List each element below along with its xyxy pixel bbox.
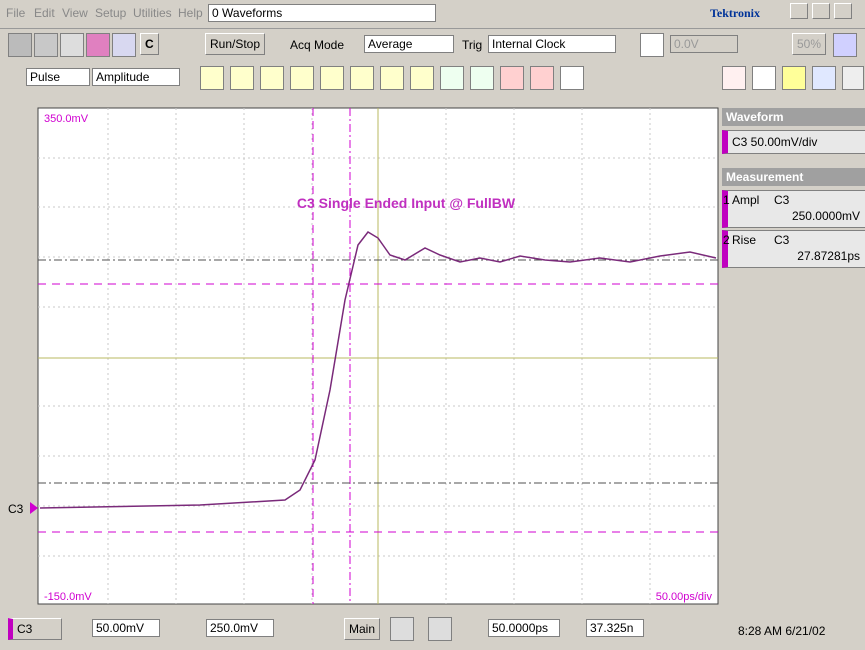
offset-field[interactable]: 250.0mV [206, 619, 274, 637]
menu-item[interactable]: Help [178, 6, 203, 20]
meas-source: C3 [774, 193, 790, 207]
acq-mode-select[interactable]: Average [364, 35, 454, 53]
waveform-title: C3 Single Ended Input @ FullBW [297, 195, 516, 211]
menu-item[interactable]: File [6, 6, 26, 20]
meas-value: 250.0000mV [791, 209, 860, 223]
zoom-icon[interactable] [428, 617, 452, 641]
measure-icon[interactable] [260, 66, 284, 90]
measure-icon[interactable] [440, 66, 464, 90]
measure-icon[interactable] [350, 66, 374, 90]
measure-icon[interactable] [500, 66, 524, 90]
channel-arrow [30, 502, 38, 514]
meas-value: 27.87281ps [797, 249, 860, 263]
main-button[interactable]: Main [344, 618, 381, 640]
measure-toolbar: Pulse Amplitude [0, 62, 865, 94]
measure-icon[interactable] [470, 66, 494, 90]
timebase-label: 50.00ps/div [656, 591, 713, 603]
channel-icon[interactable] [112, 33, 136, 57]
percent-button[interactable]: 50% [792, 33, 827, 55]
measure-icon[interactable] [560, 66, 584, 90]
slope-icon[interactable] [640, 33, 664, 57]
menu-item[interactable]: Utilities [133, 6, 172, 20]
menu-item[interactable]: Edit [34, 6, 55, 20]
label: Acq Mode [290, 38, 345, 52]
c-button[interactable]: C [140, 33, 159, 55]
clock: 8:28 AM 6/21/02 [738, 624, 826, 638]
menu-item[interactable]: View [62, 6, 88, 20]
time-scale-field[interactable]: 50.0000ps [488, 619, 560, 637]
meas-name: Ampl [732, 193, 760, 207]
scale-field[interactable]: 50.00mV [92, 619, 160, 637]
restore[interactable] [812, 3, 830, 19]
meas-index: 2 [723, 233, 730, 247]
panel-header: Measurement [722, 168, 865, 186]
measure-icon[interactable] [410, 66, 434, 90]
brand: Tektronix [710, 6, 761, 20]
trig-level[interactable]: 0.0V [670, 35, 738, 53]
menu-bar: File Edit View Setup Utilities Help 0 Wa… [0, 0, 865, 29]
measure-icon[interactable] [230, 66, 254, 90]
measurement[interactable]: 2 Rise C3 27.87281ps [722, 230, 865, 268]
view-icon[interactable] [842, 66, 864, 90]
trig-source-select[interactable]: Internal Clock [488, 35, 616, 53]
measure-icon[interactable] [380, 66, 404, 90]
view-icon[interactable] [722, 66, 746, 90]
math-icon[interactable] [60, 33, 84, 57]
spectral-icon[interactable] [86, 33, 110, 57]
view-icon[interactable] [782, 66, 806, 90]
measure-group-select[interactable]: Pulse [26, 68, 90, 86]
menu-item[interactable]: Setup [95, 6, 127, 20]
waveform-entry-text: C3 50.00mV/div [732, 135, 818, 149]
measure-icon[interactable] [200, 66, 224, 90]
channel-marker: C3 [8, 502, 24, 516]
bottom-label: -150.0mV [44, 591, 92, 603]
zoom-icon[interactable] [390, 617, 414, 641]
meas-index: 1 [723, 193, 730, 207]
waveform-trace [39, 231, 717, 509]
help-icon[interactable] [833, 33, 857, 57]
meas-name: Rise [732, 233, 757, 247]
run-stop[interactable]: Run/Stop [205, 33, 266, 55]
print-icon[interactable] [8, 33, 32, 57]
channel-button[interactable]: C3 [8, 618, 62, 640]
tools-icon[interactable] [34, 33, 58, 57]
minimize[interactable] [790, 3, 808, 19]
meas-source: C3 [774, 233, 790, 247]
measure-select[interactable]: Amplitude [92, 68, 180, 86]
close[interactable] [834, 3, 852, 19]
scope-screen: 350.0mV -150.0mV 50.00ps/div C3 Single E… [8, 107, 719, 605]
status-bar: C3 50.00mV 250.0mV Main 50.0000ps 37.325… [0, 610, 865, 650]
cursors [38, 108, 718, 604]
measurement[interactable]: 1 Ampl C3 250.0000mV [722, 190, 865, 228]
panel-header: Waveform [722, 108, 865, 126]
view-icon[interactable] [812, 66, 836, 90]
view-icon[interactable] [752, 66, 776, 90]
top-label: 350.0mV [44, 113, 89, 125]
measure-icon[interactable] [290, 66, 314, 90]
status-field: 0 Waveforms [208, 4, 436, 22]
measure-icon[interactable] [320, 66, 344, 90]
position-field[interactable]: 37.325n [586, 619, 644, 637]
label: Trig [462, 38, 483, 52]
measure-icon[interactable] [530, 66, 554, 90]
toolbar: C Run/Stop Acq Mode Average Trig Interna… [0, 30, 865, 60]
waveform-entry[interactable]: C3 50.00mV/div [722, 130, 865, 154]
